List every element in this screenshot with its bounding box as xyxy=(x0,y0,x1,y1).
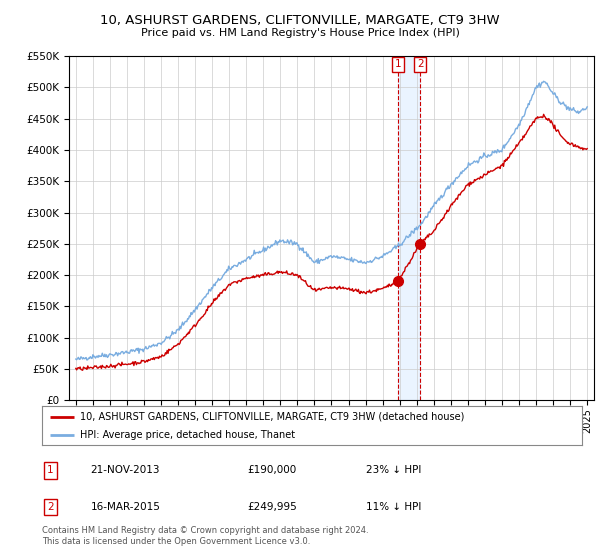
Text: HPI: Average price, detached house, Thanet: HPI: Average price, detached house, Than… xyxy=(80,430,295,440)
Text: £190,000: £190,000 xyxy=(247,465,296,475)
Text: Price paid vs. HM Land Registry's House Price Index (HPI): Price paid vs. HM Land Registry's House … xyxy=(140,28,460,38)
Bar xyxy=(398,56,420,400)
Text: 1: 1 xyxy=(395,59,401,69)
Text: 21-NOV-2013: 21-NOV-2013 xyxy=(91,465,160,475)
Text: 10, ASHURST GARDENS, CLIFTONVILLE, MARGATE, CT9 3HW (detached house): 10, ASHURST GARDENS, CLIFTONVILLE, MARGA… xyxy=(80,412,464,422)
Text: 10, ASHURST GARDENS, CLIFTONVILLE, MARGATE, CT9 3HW: 10, ASHURST GARDENS, CLIFTONVILLE, MARGA… xyxy=(100,14,500,27)
Text: 1: 1 xyxy=(47,465,53,475)
Text: Contains HM Land Registry data © Crown copyright and database right 2024.
This d: Contains HM Land Registry data © Crown c… xyxy=(42,526,368,546)
Text: 2: 2 xyxy=(417,59,424,69)
Text: £249,995: £249,995 xyxy=(247,502,297,512)
Text: 16-MAR-2015: 16-MAR-2015 xyxy=(91,502,160,512)
Text: 2: 2 xyxy=(47,502,53,512)
Text: 11% ↓ HPI: 11% ↓ HPI xyxy=(366,502,421,512)
Text: 23% ↓ HPI: 23% ↓ HPI xyxy=(366,465,421,475)
